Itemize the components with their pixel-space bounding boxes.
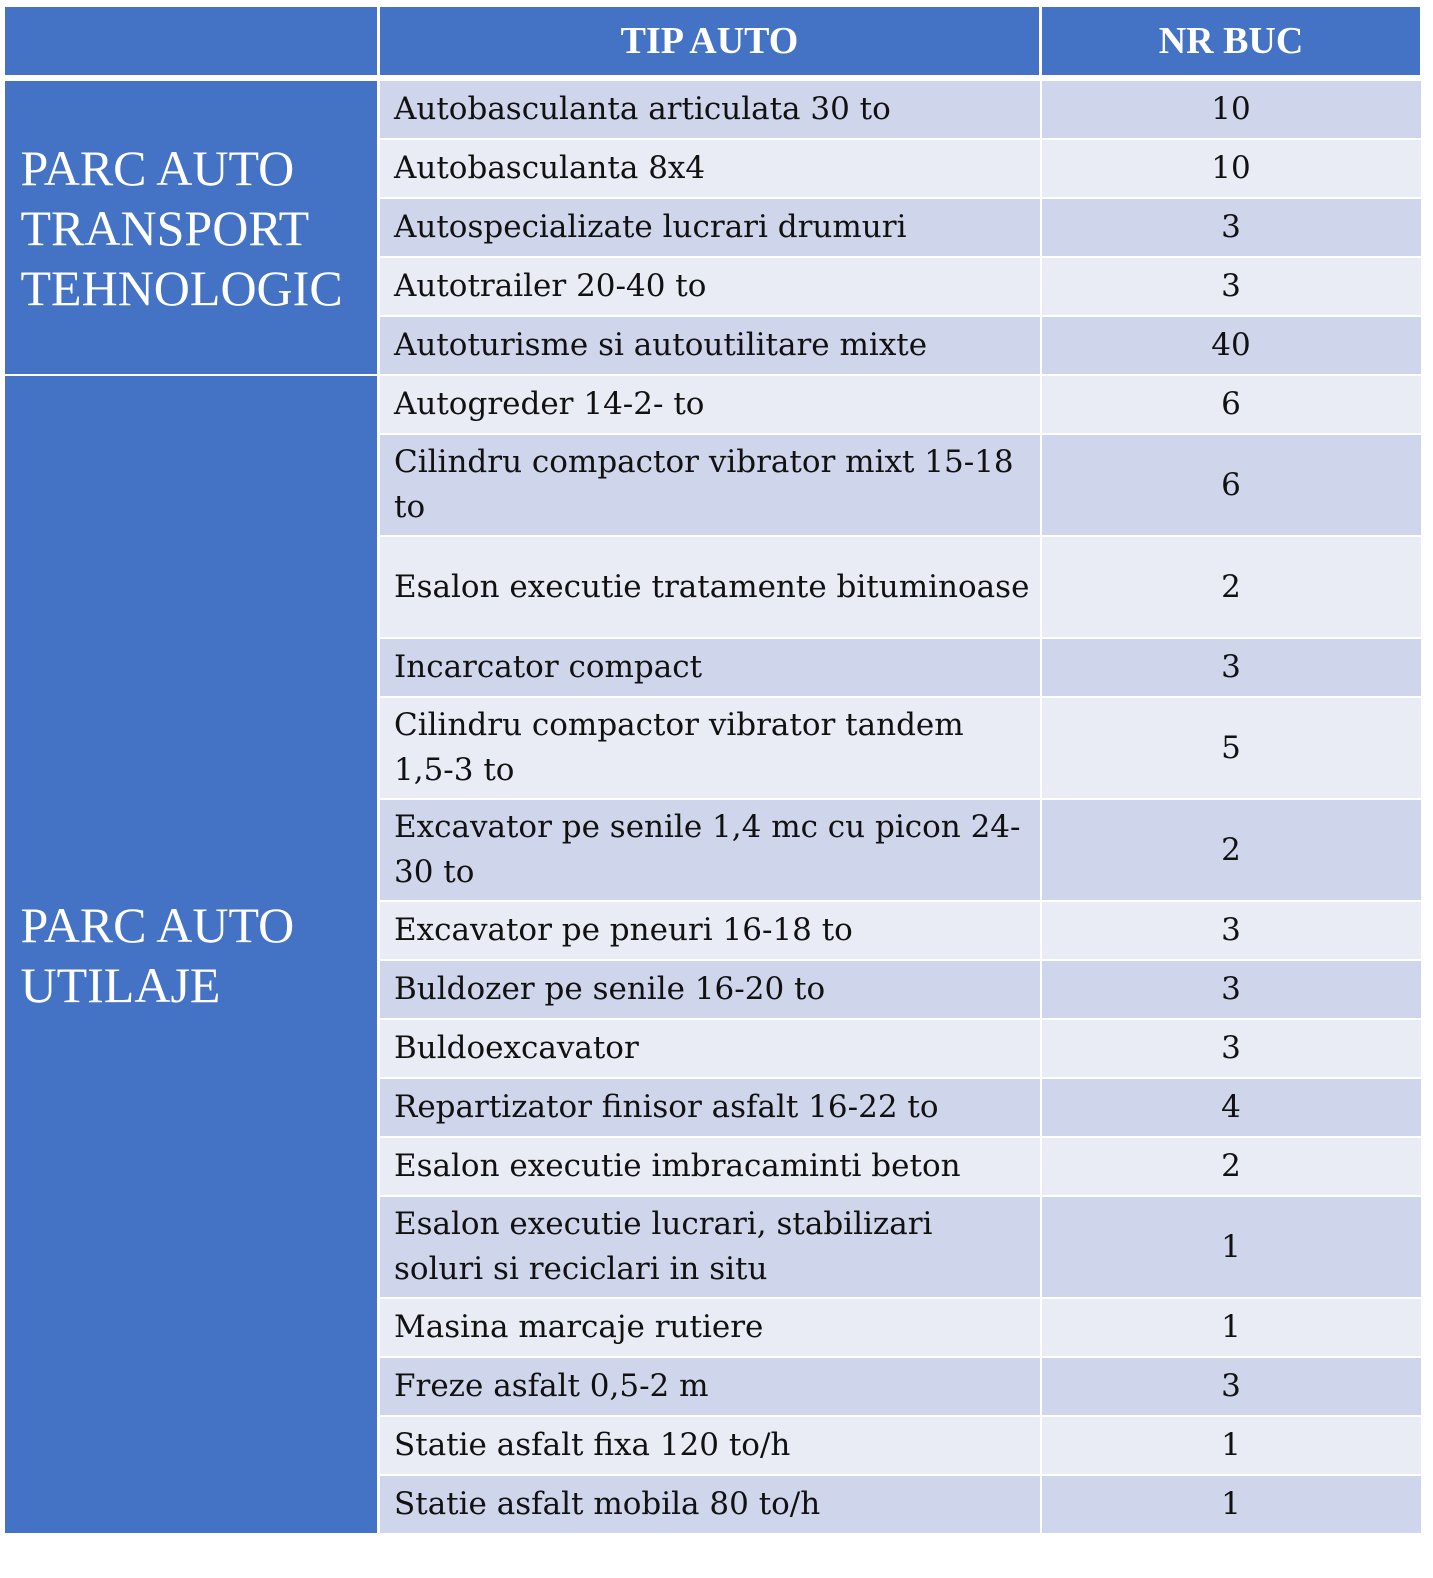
table-row: Cilindru compactor vibrator tandem 1,5-3… xyxy=(4,696,1423,800)
group-label-utilaje: PARC AUTO UTILAJE xyxy=(2,374,380,1535)
fleet-table-container: TIP AUTO NR BUC PARC AUTO TRANSPORT TEHN… xyxy=(2,4,1423,1535)
vehicle-count: 40 xyxy=(1039,315,1423,376)
table-row: PARC AUTO UTILAJE Autogreder 14-2- to 6 xyxy=(2,374,1423,1535)
table-row: Statie asfalt fixa 120 to/h 1 xyxy=(4,1415,1423,1476)
vehicle-count: 2 xyxy=(1039,535,1423,639)
vehicle-count: 1 xyxy=(1039,1415,1423,1476)
header-row: TIP AUTO NR BUC xyxy=(2,4,1423,81)
vehicle-type: Excavator pe senile 1,4 mc cu picon 24-3… xyxy=(377,798,1042,902)
vehicle-count: 10 xyxy=(1039,138,1423,199)
vehicle-count: 10 xyxy=(1039,77,1423,140)
table-row: Repartizator finisor asfalt 16-22 to 4 xyxy=(4,1077,1423,1138)
vehicle-count: 3 xyxy=(1039,637,1423,698)
vehicle-count: 6 xyxy=(1039,374,1423,435)
table-row: Esalon executie tratamente bituminoase 2 xyxy=(4,535,1423,639)
table-row: Masina marcaje rutiere 1 xyxy=(4,1297,1423,1358)
vehicle-type: Autobasculanta 8x4 xyxy=(377,138,1042,199)
header-blank-cell xyxy=(2,4,380,81)
vehicle-count: 3 xyxy=(1039,197,1423,258)
vehicle-type: Excavator pe pneuri 16-18 to xyxy=(377,900,1042,961)
vehicle-type: Esalon executie tratamente bituminoase xyxy=(377,535,1042,639)
vehicle-type: Incarcator compact xyxy=(377,637,1042,698)
vehicle-type: Statie asfalt mobila 80 to/h xyxy=(377,1474,1042,1535)
table-row: Esalon executie lucrari, stabilizari sol… xyxy=(4,1195,1423,1299)
table-row: Esalon executie imbracaminti beton 2 xyxy=(4,1136,1423,1197)
fleet-table: TIP AUTO NR BUC PARC AUTO TRANSPORT TEHN… xyxy=(2,4,1423,1535)
vehicle-type: Autotrailer 20-40 to xyxy=(377,256,1042,317)
vehicle-type: Freze asfalt 0,5-2 m xyxy=(377,1356,1042,1417)
vehicle-count: 3 xyxy=(1039,1356,1423,1417)
table-row: Buldoexcavator 3 xyxy=(4,1018,1423,1079)
vehicle-count: 1 xyxy=(1039,1195,1423,1299)
vehicle-type: Statie asfalt fixa 120 to/h xyxy=(377,1415,1042,1476)
vehicle-count: 3 xyxy=(1039,256,1423,317)
header-type: TIP AUTO xyxy=(377,4,1042,81)
header-count: NR BUC xyxy=(1039,4,1423,81)
vehicle-count: 3 xyxy=(1039,900,1423,961)
table-row: PARC AUTO TRANSPORT TEHNOLOGIC Autobascu… xyxy=(2,77,1423,376)
vehicle-type: Cilindru compactor vibrator tandem 1,5-3… xyxy=(377,696,1042,800)
table-row: Autotrailer 20-40 to 3 xyxy=(4,256,1423,317)
group-label-transport: PARC AUTO TRANSPORT TEHNOLOGIC xyxy=(2,77,380,376)
table-row: Cilindru compactor vibrator mixt 15-18 t… xyxy=(4,433,1423,537)
vehicle-count: 4 xyxy=(1039,1077,1423,1138)
vehicle-count: 1 xyxy=(1039,1297,1423,1358)
vehicle-type: Masina marcaje rutiere xyxy=(377,1297,1042,1358)
vehicle-type: Repartizator finisor asfalt 16-22 to xyxy=(377,1077,1042,1138)
vehicle-type: Autobasculanta articulata 30 to xyxy=(377,77,1042,140)
table-row: Buldozer pe senile 16-20 to 3 xyxy=(4,959,1423,1020)
table-row: Autospecializate lucrari drumuri 3 xyxy=(4,197,1423,258)
vehicle-type: Buldozer pe senile 16-20 to xyxy=(377,959,1042,1020)
vehicle-type: Autospecializate lucrari drumuri xyxy=(377,197,1042,258)
vehicle-count: 6 xyxy=(1039,433,1423,537)
vehicle-count: 1 xyxy=(1039,1474,1423,1535)
vehicle-count: 2 xyxy=(1039,798,1423,902)
vehicle-type: Autogreder 14-2- to xyxy=(377,374,1042,435)
vehicle-count: 2 xyxy=(1039,1136,1423,1197)
table-row: Autobasculanta 8x4 10 xyxy=(4,138,1423,199)
vehicle-type: Esalon executie lucrari, stabilizari sol… xyxy=(377,1195,1042,1299)
table-row: Incarcator compact 3 xyxy=(4,637,1423,698)
table-row: Freze asfalt 0,5-2 m 3 xyxy=(4,1356,1423,1417)
table-row: Excavator pe senile 1,4 mc cu picon 24-3… xyxy=(4,798,1423,902)
table-row: Excavator pe pneuri 16-18 to 3 xyxy=(4,900,1423,961)
vehicle-type: Autoturisme si autoutilitare mixte xyxy=(377,315,1042,376)
vehicle-count: 5 xyxy=(1039,696,1423,800)
vehicle-type: Esalon executie imbracaminti beton xyxy=(377,1136,1042,1197)
vehicle-type: Cilindru compactor vibrator mixt 15-18 t… xyxy=(377,433,1042,537)
table-row: Autoturisme si autoutilitare mixte 40 xyxy=(4,315,1423,376)
vehicle-type: Buldoexcavator xyxy=(377,1018,1042,1079)
vehicle-count: 3 xyxy=(1039,959,1423,1020)
table-row: Statie asfalt mobila 80 to/h 1 xyxy=(4,1474,1423,1535)
vehicle-count: 3 xyxy=(1039,1018,1423,1079)
